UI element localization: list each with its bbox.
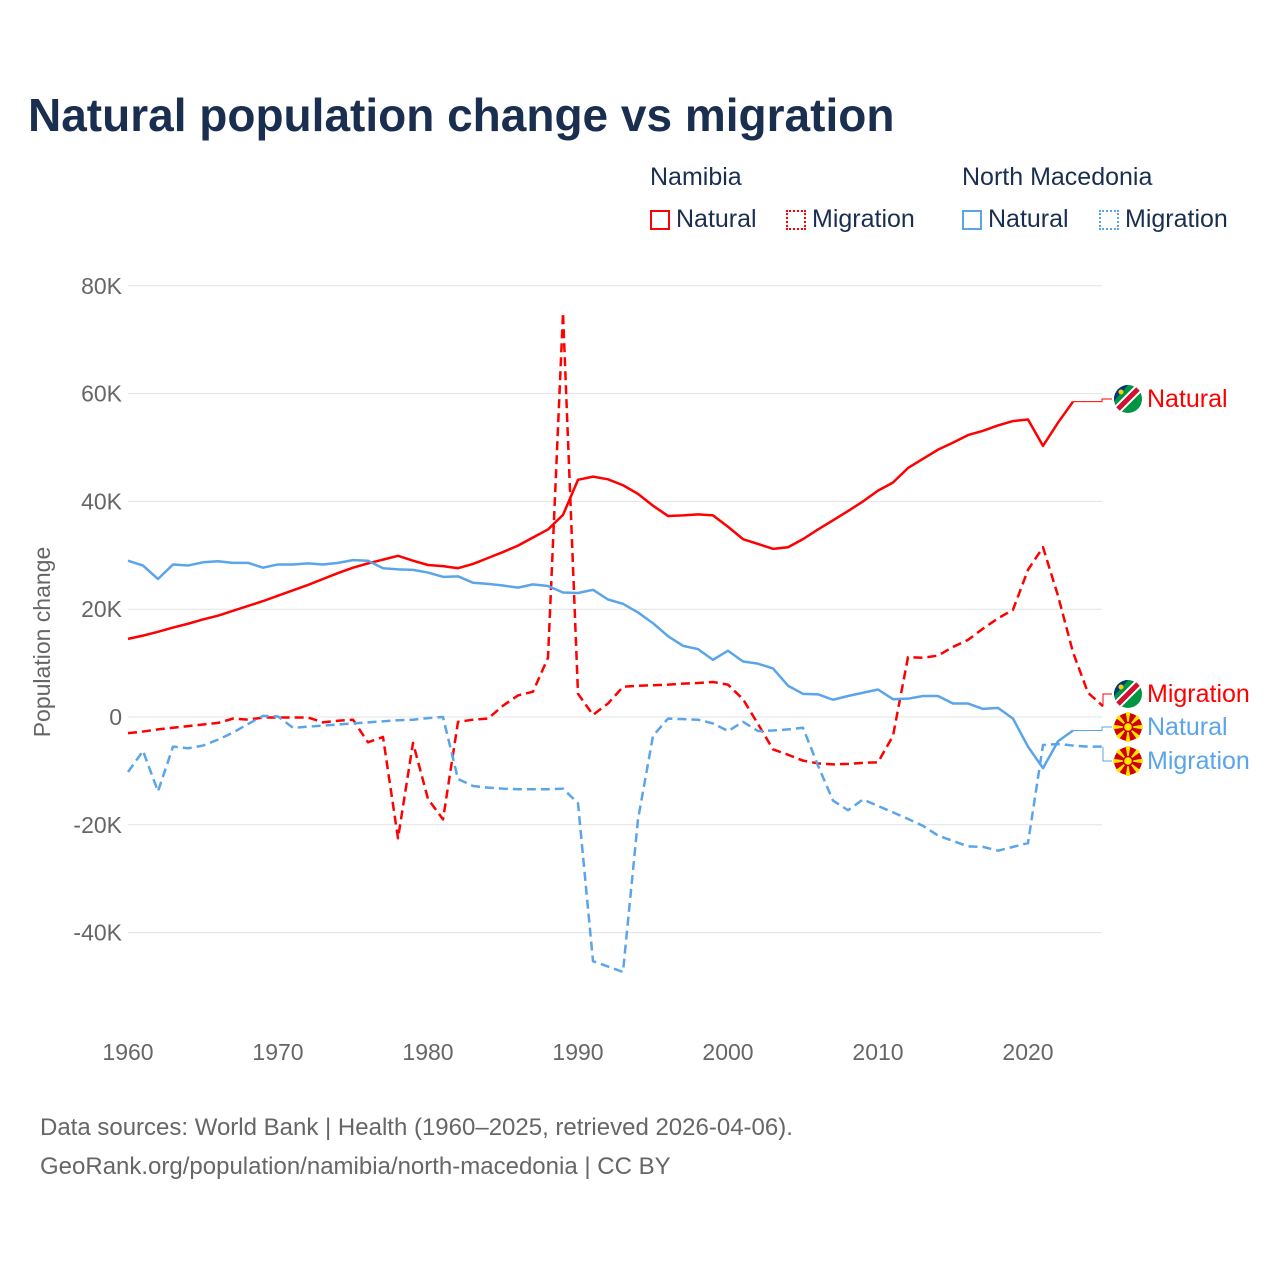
x-tick-label: 2000 xyxy=(702,1039,753,1065)
namibia-flag-icon xyxy=(1114,385,1142,413)
flag-stripe-red xyxy=(1116,387,1140,411)
legend-swatch-solid xyxy=(962,209,982,230)
label-connector xyxy=(1102,693,1112,707)
legend-group-north-macedonia: North Macedonia xyxy=(962,163,1153,191)
flag-stripe-red xyxy=(1116,682,1140,706)
series-end-label: Natural xyxy=(1147,385,1228,413)
legend-label: Natural xyxy=(676,205,757,233)
legend-swatch-dotted xyxy=(1099,209,1119,230)
chart-title: Natural population change vs migration xyxy=(28,89,895,141)
flag-ray xyxy=(1128,758,1143,764)
legend-namibia-natural[interactable]: Natural xyxy=(650,205,757,234)
legend-north-macedonia-natural[interactable]: Natural xyxy=(962,205,1069,234)
y-tick-label: 80K xyxy=(81,273,123,299)
x-tick-label: 2010 xyxy=(852,1039,903,1065)
x-tick-label: 1980 xyxy=(402,1039,453,1065)
flag-ray xyxy=(1125,712,1131,727)
legend-north-macedonia-migration[interactable]: Migration xyxy=(1099,205,1228,234)
x-tick-label: 1960 xyxy=(102,1039,153,1065)
legend-swatch-dotted xyxy=(786,209,806,230)
flag-ray xyxy=(1125,761,1131,776)
series-line-namibia-natural xyxy=(127,400,1075,641)
flag-sun xyxy=(1118,684,1124,690)
series-line-north-macedonia-migration xyxy=(126,714,1103,974)
series-line-north-macedonia-natural xyxy=(127,558,1074,770)
y-tick-label: 0 xyxy=(109,704,122,730)
source-link[interactable]: GeoRank.org/population/namibia/north-mac… xyxy=(40,1153,671,1180)
label-connector xyxy=(1102,746,1112,762)
legend-swatch-solid xyxy=(650,209,670,230)
flag-ray xyxy=(1113,724,1128,730)
flag-ray xyxy=(1125,727,1131,742)
legend-namibia-migration[interactable]: Migration xyxy=(786,205,915,234)
source-line: Data sources: World Bank | Health (1960–… xyxy=(40,1114,793,1141)
series-end-label: Migration xyxy=(1147,680,1250,708)
label-connector xyxy=(1073,726,1112,731)
flag-ray xyxy=(1113,758,1128,764)
flag-sun xyxy=(1122,755,1134,767)
x-tick-label: 2020 xyxy=(1002,1039,1053,1065)
series-line-namibia-migration xyxy=(127,311,1104,840)
flag-ray xyxy=(1128,724,1143,730)
label-connector xyxy=(1073,398,1112,403)
series-end-label: Natural xyxy=(1147,713,1228,741)
legend-label: Migration xyxy=(1125,205,1228,233)
x-tick-label: 1990 xyxy=(552,1039,603,1065)
legend-label: Migration xyxy=(812,205,915,233)
legend-group-namibia: Namibia xyxy=(650,163,742,191)
y-tick-label: 60K xyxy=(81,381,123,407)
north-macedonia-flag-icon xyxy=(1113,746,1143,776)
flag-sun xyxy=(1122,721,1134,733)
y-tick-label: 40K xyxy=(81,488,123,514)
flag-ray xyxy=(1125,746,1131,761)
x-tick-label: 1970 xyxy=(252,1039,303,1065)
north-macedonia-flag-icon xyxy=(1113,712,1143,742)
namibia-flag-icon xyxy=(1114,680,1142,708)
flag-sun xyxy=(1118,389,1124,395)
y-tick-label: 20K xyxy=(81,596,123,622)
series-end-label: Migration xyxy=(1147,747,1250,775)
y-axis-label: Population change xyxy=(29,547,55,738)
legend-label: Natural xyxy=(988,205,1069,233)
y-tick-label: -40K xyxy=(73,920,122,946)
source-note: Data sources: World Bank | Health (1960–… xyxy=(40,1108,793,1186)
y-tick-label: -20K xyxy=(73,812,122,838)
